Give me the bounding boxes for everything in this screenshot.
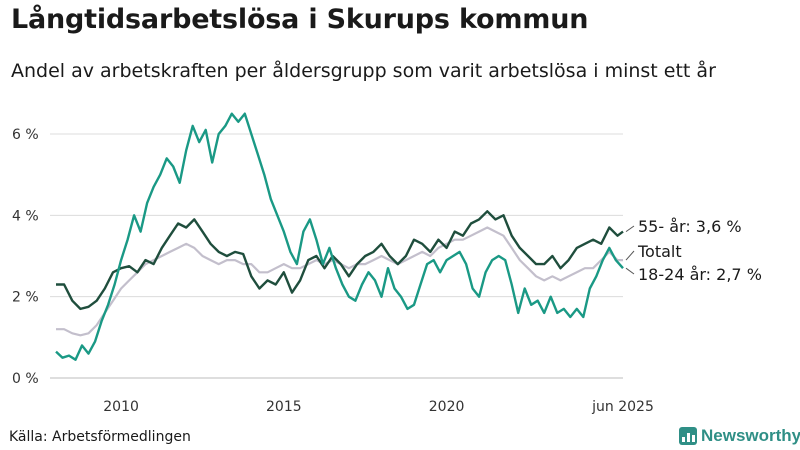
x-tick-label: 2020 xyxy=(429,399,465,415)
chart-subtitle: Andel av arbetskraften per åldersgrupp s… xyxy=(11,60,716,82)
series-line xyxy=(56,210,624,311)
x-tick-label: jun 2025 xyxy=(591,399,654,415)
brand-logo: Newsworthy xyxy=(679,426,800,446)
y-tick-label: 6 % xyxy=(12,127,39,143)
x-tick-label: 2015 xyxy=(266,399,302,415)
series-end-label: 55- år: 3,6 % xyxy=(638,217,742,236)
chart-title: Långtidsarbetslösa i Skurups kommun xyxy=(11,4,589,35)
series-lines xyxy=(55,112,624,361)
series-line xyxy=(55,112,624,361)
x-axis-ticks: 2010 2015 2020 jun 2025 xyxy=(103,399,654,415)
source-note: Källa: Arbetsförmedlingen xyxy=(9,429,191,445)
leader-line xyxy=(625,225,635,233)
series-end-labels: 55- år: 3,6 % Totalt 18-24 år: 2,7 % xyxy=(625,217,762,284)
x-tick-label: 2010 xyxy=(103,399,139,415)
leader-line xyxy=(625,267,635,275)
y-tick-label: 4 % xyxy=(12,208,39,224)
series-line xyxy=(56,226,623,337)
y-axis-ticks: 0 % 2 % 4 % 6 % xyxy=(12,127,39,387)
gridlines xyxy=(50,133,623,379)
series-end-label: Totalt xyxy=(637,242,682,261)
leader-line xyxy=(625,250,635,261)
y-tick-label: 0 % xyxy=(12,371,39,387)
bar-chart-icon xyxy=(679,427,697,445)
series-end-label: 18-24 år: 2,7 % xyxy=(638,265,762,284)
brand-name: Newsworthy xyxy=(701,426,800,445)
y-tick-label: 2 % xyxy=(12,290,39,306)
